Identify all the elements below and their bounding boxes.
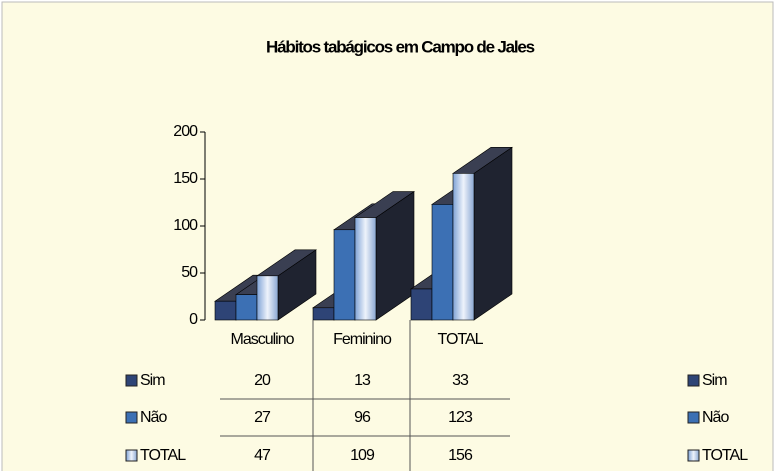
table-row-label: TOTAL <box>140 447 186 464</box>
table-cell: 33 <box>452 372 469 389</box>
bar-front <box>235 294 258 321</box>
table-row-label: Sim <box>140 372 165 389</box>
bar-front <box>431 204 454 321</box>
bar <box>452 146 513 321</box>
legend-label: Não <box>702 409 729 426</box>
table-cell: 27 <box>254 409 271 426</box>
bar-front <box>256 275 279 321</box>
table-legend-key <box>125 449 138 462</box>
bar-front <box>410 288 433 321</box>
table-cell: 13 <box>354 372 371 389</box>
legend-label: Sim <box>702 372 727 389</box>
y-tick-label: 0 <box>189 311 198 328</box>
bar-front <box>354 217 377 321</box>
legend-key <box>687 449 700 462</box>
legend-key <box>687 411 700 424</box>
bar <box>354 190 415 321</box>
bar-side <box>473 146 513 321</box>
y-tick-label: 50 <box>181 264 198 281</box>
bar-front <box>452 173 475 321</box>
table-legend-key <box>125 374 138 387</box>
table-cell: 123 <box>448 409 473 426</box>
x-tick-label: Feminino <box>333 331 392 348</box>
table-cell: 20 <box>254 372 271 389</box>
table-legend-key <box>125 411 138 424</box>
legend-key <box>687 374 700 387</box>
chart-title: Hábitos tabágicos em Campo de Jales <box>266 37 535 56</box>
legend-label: TOTAL <box>702 447 748 464</box>
x-tick-label: TOTAL <box>437 331 483 348</box>
y-tick-label: 200 <box>173 123 198 140</box>
table-cell: 109 <box>350 447 375 464</box>
table-cell: 96 <box>354 409 371 426</box>
bar-front <box>333 229 356 321</box>
bar <box>256 249 317 321</box>
y-tick-label: 150 <box>173 170 198 187</box>
table-cell: 47 <box>254 447 271 464</box>
bar-front <box>214 300 237 321</box>
x-tick-label: Masculino <box>230 331 294 348</box>
table-cell: 156 <box>448 447 473 464</box>
bar-front <box>312 307 335 321</box>
table-row-label: Não <box>140 409 167 426</box>
y-tick-label: 100 <box>173 217 198 234</box>
